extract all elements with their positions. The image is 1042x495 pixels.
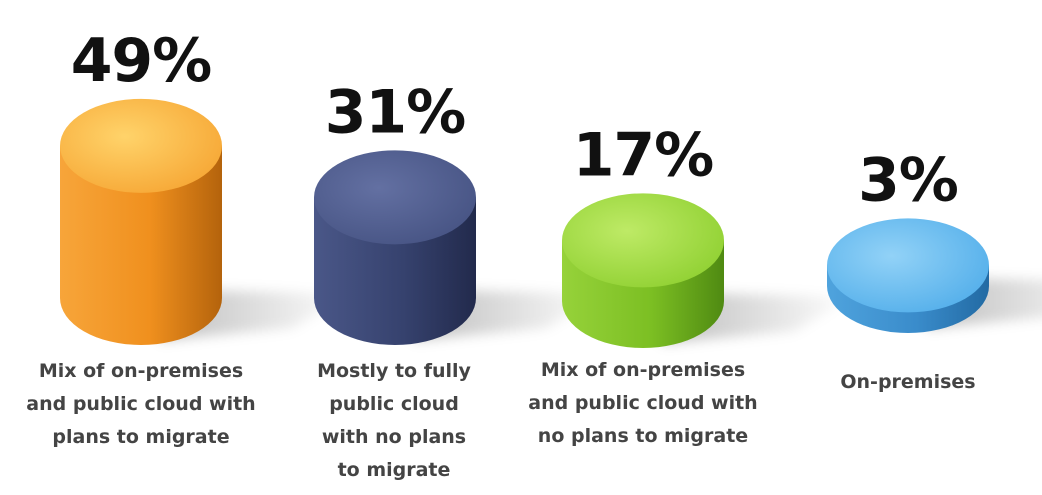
category-label-line: with no plans <box>322 426 466 448</box>
category-label-line: and public cloud with <box>528 392 757 414</box>
category-label: Mix of on-premises and public cloud with p… <box>26 360 255 448</box>
category-label: Mix of on-premises and public cloud with n… <box>528 359 757 447</box>
value-label: 31% <box>325 77 466 147</box>
category-label: Mostly to fully public cloud with no plans… <box>317 360 471 481</box>
category-label-line: Mix of on-premises <box>541 359 745 381</box>
category-label-line: Mix of on-premises <box>39 360 243 382</box>
cylinder-top <box>562 193 724 288</box>
category-label-line: Mostly to fully <box>317 360 471 382</box>
value-label: 17% <box>573 120 714 190</box>
cylinder-top <box>314 150 476 245</box>
value-label: 3% <box>858 145 958 215</box>
value-label: 49% <box>71 26 212 96</box>
category-label-line: plans to migrate <box>52 426 229 448</box>
cylinder-bar <box>314 150 476 345</box>
cylinder-bar <box>562 193 724 348</box>
category-label-line: On-premises <box>840 371 975 393</box>
category-label-line: to migrate <box>338 459 451 481</box>
cylinder-top <box>60 98 222 193</box>
cylinder-side <box>60 145 222 345</box>
category-label-line: public cloud <box>329 393 459 415</box>
cylinder-top <box>827 218 989 313</box>
category-label-line: no plans to migrate <box>538 425 748 447</box>
cylinder-bar <box>60 98 222 345</box>
category-label-line: and public cloud with <box>26 393 255 415</box>
category-label: On-premises <box>840 371 975 393</box>
cylinder-bar <box>827 218 989 333</box>
